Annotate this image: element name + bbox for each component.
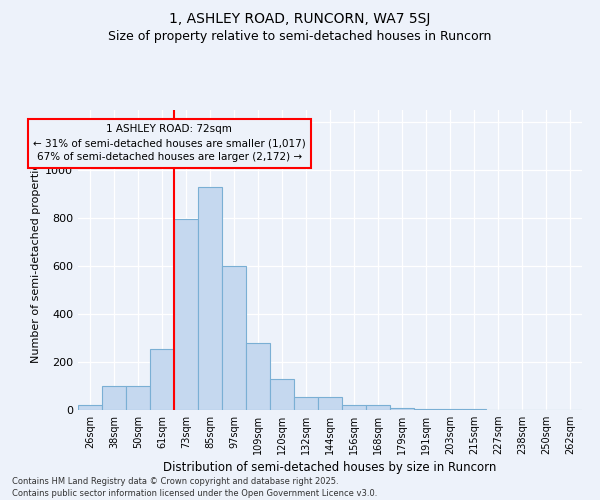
Bar	[150, 349, 174, 410]
Bar	[342, 405, 366, 410]
Bar	[246, 343, 270, 410]
Bar	[390, 408, 414, 410]
Bar	[294, 397, 318, 410]
Text: Size of property relative to semi-detached houses in Runcorn: Size of property relative to semi-detach…	[109, 30, 491, 43]
Text: Contains HM Land Registry data © Crown copyright and database right 2025.
Contai: Contains HM Land Registry data © Crown c…	[12, 476, 377, 498]
Bar	[366, 405, 390, 410]
Bar	[198, 187, 222, 410]
Bar	[438, 409, 462, 410]
Text: 1 ASHLEY ROAD: 72sqm
← 31% of semi-detached houses are smaller (1,017)
67% of se: 1 ASHLEY ROAD: 72sqm ← 31% of semi-detac…	[33, 124, 305, 162]
Bar	[126, 386, 150, 410]
Bar	[78, 405, 102, 410]
X-axis label: Distribution of semi-detached houses by size in Runcorn: Distribution of semi-detached houses by …	[163, 462, 497, 474]
Bar	[414, 409, 438, 410]
Bar	[174, 219, 198, 410]
Bar	[318, 397, 342, 410]
Y-axis label: Number of semi-detached properties: Number of semi-detached properties	[31, 157, 41, 363]
Bar	[222, 266, 246, 410]
Bar	[102, 386, 126, 410]
Text: 1, ASHLEY ROAD, RUNCORN, WA7 5SJ: 1, ASHLEY ROAD, RUNCORN, WA7 5SJ	[169, 12, 431, 26]
Bar	[270, 379, 294, 410]
